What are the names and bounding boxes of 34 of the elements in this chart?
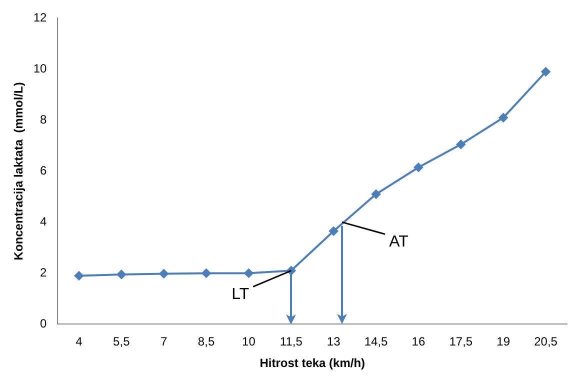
- x-tick-label: 5,5: [113, 334, 130, 349]
- y-tick-label: 0: [40, 316, 48, 331]
- point: [329, 226, 338, 236]
- x-tick-label: 20,5: [534, 334, 558, 349]
- y-tick-label: 2: [40, 266, 48, 280]
- annotation: AT: [389, 234, 409, 251]
- annotation: LT: [232, 286, 250, 304]
- point: [456, 140, 466, 149]
- y-axis-title: Koncentracija laktata (mmol/L): [12, 82, 26, 260]
- point: [498, 113, 508, 122]
- y-tick-label: 4: [40, 214, 48, 229]
- point: [244, 268, 254, 278]
- x-tick-label: 7: [160, 334, 168, 349]
- x-tick-label: 11,5: [280, 334, 303, 349]
- point: [372, 190, 381, 199]
- x-tick-label: 13: [326, 334, 341, 349]
- x-tick-label: 14,5: [364, 334, 388, 349]
- point: [541, 67, 550, 76]
- y-tick-label: 6: [40, 164, 48, 178]
- point: [74, 271, 84, 280]
- y-tick-label: 12: [33, 10, 48, 25]
- x-tick-label: 4: [76, 334, 83, 349]
- y-tick-label: 8: [40, 112, 48, 127]
- point: [202, 268, 211, 278]
- point: [116, 270, 126, 279]
- point: [159, 269, 168, 278]
- x-tick-label: 10: [242, 334, 256, 349]
- x-tick-label: 16: [412, 334, 426, 349]
- y-tick-label: 10: [33, 62, 48, 76]
- x-tick-label: 8,5: [198, 334, 215, 349]
- x-tick-label: 17,5: [449, 334, 473, 349]
- point: [414, 162, 423, 172]
- x-axis-title: Hitrost teka (km/h): [260, 356, 366, 370]
- x-tick-label: 19: [496, 334, 510, 349]
